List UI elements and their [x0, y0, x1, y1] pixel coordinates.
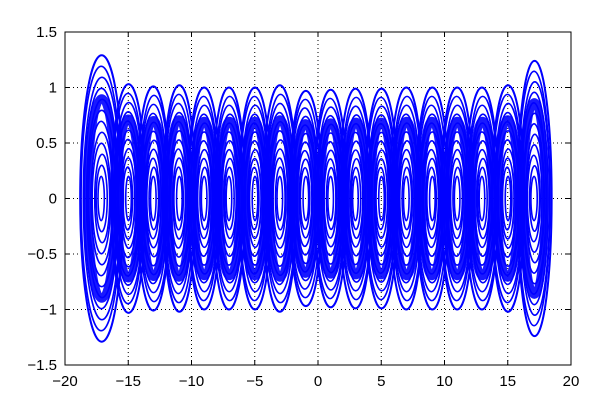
x-tick-label: 20 — [563, 373, 580, 390]
trajectory-curve — [501, 166, 513, 231]
trajectory-curve — [173, 166, 185, 231]
attractor-loop — [288, 89, 324, 308]
trajectory-curve — [200, 175, 208, 222]
trajectory-curve — [530, 175, 539, 222]
trajectory-curve — [402, 175, 410, 222]
x-tick-label: −20 — [52, 373, 77, 390]
x-tick-label: 0 — [314, 373, 322, 390]
trajectory-curve — [375, 166, 387, 231]
y-tick-label: −1.5 — [27, 357, 57, 374]
trajectory-curve — [95, 164, 109, 233]
x-tick-label: 5 — [377, 373, 385, 390]
trajectory-curve — [251, 175, 259, 222]
trajectory-curve — [276, 175, 284, 222]
axis-ticks — [64, 31, 572, 366]
trajectory-band — [519, 98, 549, 299]
trajectory-curve — [248, 166, 260, 231]
axis-tick-labels: −20 −15 −10 −5 0 5 10 15 20 −1.5 −1 −0.5 0 0.5 1 1.5 — [27, 24, 579, 390]
trajectory-curve — [175, 175, 183, 222]
trajectory-curve — [299, 166, 311, 231]
x-tick-label: −15 — [116, 373, 141, 390]
y-tick-label: 0 — [49, 191, 57, 208]
plot-data — [79, 54, 553, 343]
x-tick-label: 15 — [499, 373, 516, 390]
trajectory-curve — [426, 166, 438, 231]
trajectory-curve — [377, 175, 386, 222]
attractor-loop — [414, 86, 450, 311]
x-tick-label: −10 — [179, 373, 204, 390]
attractor-loop — [516, 59, 553, 338]
trajectory-curve — [476, 166, 488, 231]
y-tick-label: 0.5 — [36, 135, 57, 152]
trajectory-curve — [453, 175, 461, 222]
trajectory-curve — [428, 175, 436, 222]
trajectory-curve — [149, 175, 157, 222]
trajectory-curve — [302, 175, 310, 222]
trajectory-curve — [97, 175, 106, 222]
y-tick-label: −0.5 — [27, 246, 57, 263]
trajectory-curve — [121, 157, 136, 240]
trajectory-curve — [124, 175, 133, 222]
y-tick-label: 1 — [49, 80, 57, 97]
trajectory-curve — [478, 175, 486, 222]
trajectory-curve — [223, 166, 235, 231]
trajectory-curve — [122, 166, 134, 231]
x-tick-label: −5 — [246, 373, 263, 390]
trajectory-curve — [274, 166, 286, 231]
trajectory-curve — [350, 166, 362, 231]
trajectory-curve — [516, 59, 553, 338]
trajectory-curve — [93, 153, 111, 244]
trajectory-curve — [225, 175, 233, 222]
y-tick-label: 1.5 — [36, 24, 57, 41]
trajectory-curve — [351, 175, 360, 222]
y-tick-label: −1 — [40, 302, 57, 319]
trajectory-curve — [504, 175, 512, 222]
x-tick-label: 10 — [436, 373, 453, 390]
trajectory-curve — [327, 175, 335, 222]
